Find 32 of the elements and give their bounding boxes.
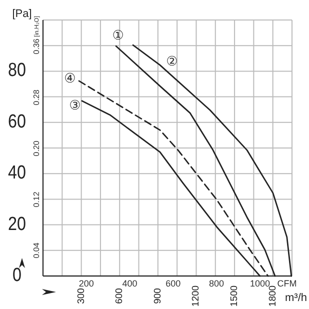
- x2-tick-label: 600: [166, 278, 181, 288]
- x2-axis-title: CFM: [277, 278, 297, 288]
- x-tick-label: 900: [152, 288, 164, 304]
- x-tick-label: 300: [76, 288, 87, 304]
- line-series: [132, 44, 292, 277]
- x2-tick-label: 800: [209, 278, 224, 288]
- line-series: [81, 100, 261, 277]
- line-series: [115, 45, 276, 277]
- y-tick-label: 40: [8, 161, 26, 183]
- x2-tick-label: 400: [122, 278, 138, 288]
- series-label: ①: [112, 28, 124, 44]
- y2-tick-label: 0.28: [32, 89, 42, 106]
- x-axis-title: m³/h: [285, 292, 307, 304]
- series-label: ④: [64, 71, 76, 86]
- line-series: [78, 80, 269, 277]
- x2-tick-label: 1000: [250, 278, 270, 288]
- y2-tick-label: 0.12: [32, 191, 42, 208]
- series-label: ②: [166, 54, 178, 70]
- x-tick-label: 1800: [267, 285, 278, 307]
- y2-tick-label: 0.36: [32, 38, 42, 54]
- x2-tick-label: 200: [78, 278, 94, 288]
- y2-tick-label: 0.04: [32, 242, 42, 258]
- y-tick-label: 20: [8, 212, 26, 234]
- x-tick-label: 1200: [190, 285, 202, 307]
- y-tick-label: 80: [8, 58, 26, 81]
- y-tick-label: 60: [8, 110, 26, 132]
- x-tick-label: 600: [114, 288, 126, 304]
- x-tick-label: 1500: [229, 285, 240, 307]
- y2-tick-label: 0.20: [32, 140, 42, 156]
- series-label: ③: [69, 98, 81, 114]
- y-tick-label: 0: [12, 264, 22, 286]
- y-axis-title: [Pa]: [12, 8, 32, 20]
